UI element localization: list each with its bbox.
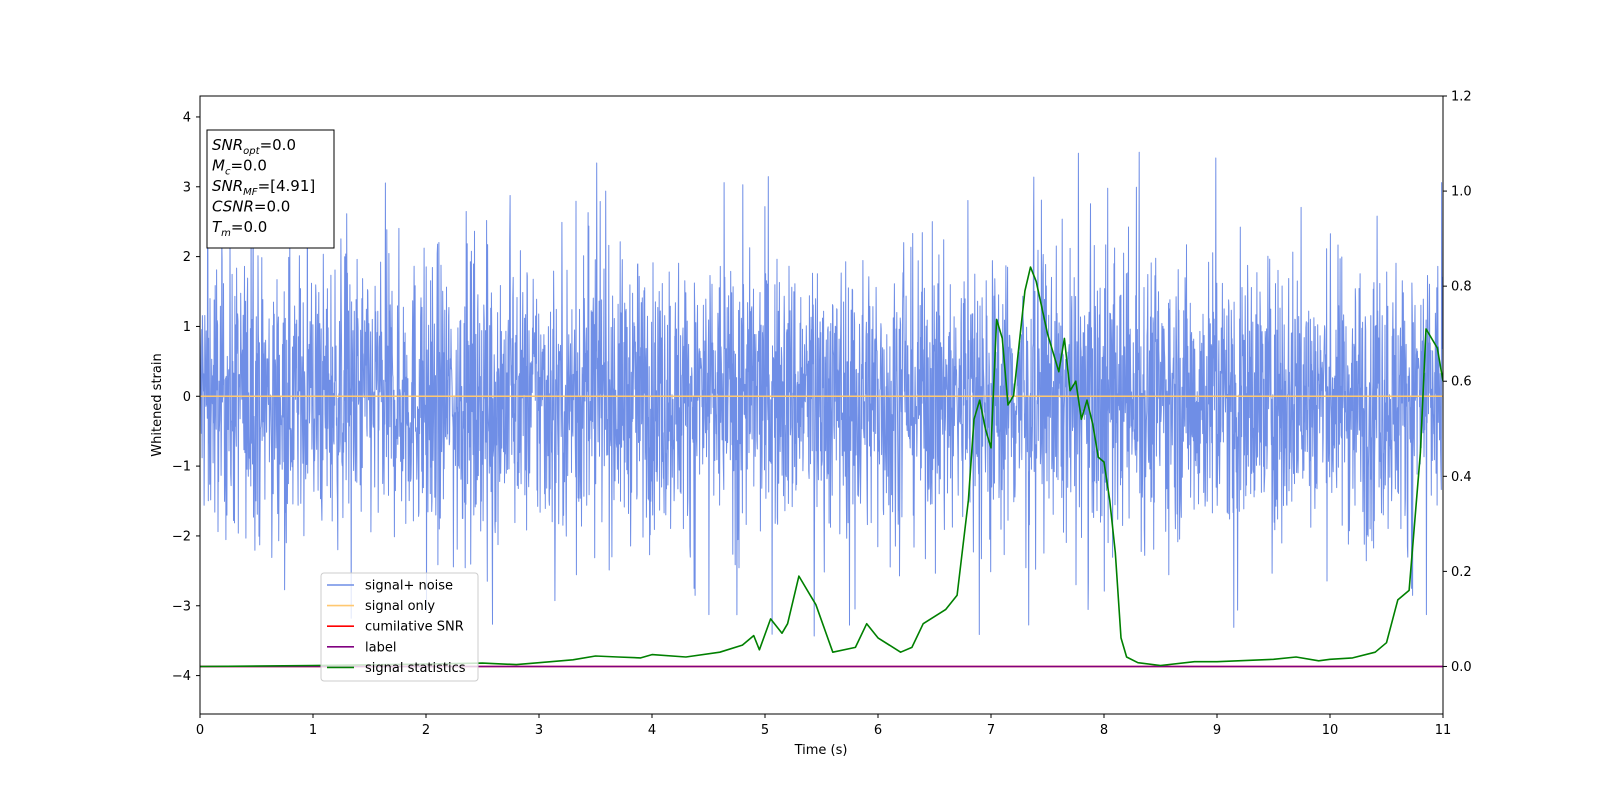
x-axis-label: Time (s) (794, 743, 848, 758)
y-axis-label: Whitened strain (150, 353, 165, 456)
y-right-tick-label: 0.8 (1451, 280, 1472, 295)
x-tick-label: 4 (648, 723, 656, 738)
info-symbol: SNR (212, 177, 243, 195)
info-line: SNRopt=0.0 (212, 136, 296, 157)
info-line: SNRMF=[4.91] (212, 177, 315, 198)
x-tick-label: 7 (987, 723, 995, 738)
y-left-tick-label: 4 (183, 110, 191, 125)
x-tick-label: 10 (1322, 723, 1339, 738)
y-right-tick-label: 0.2 (1451, 565, 1472, 580)
series-signal-noise (200, 151, 1443, 637)
y-left-tick-label: 0 (183, 390, 191, 405)
y-axis-right: 1.2 1.0 0.8 0.6 0.4 0.2 0.0 (1443, 90, 1472, 675)
info-value: =0.0 (230, 157, 266, 175)
x-tick-label: 1 (309, 723, 317, 738)
y-left-tick-label: −4 (172, 669, 191, 684)
x-tick-label: 9 (1213, 723, 1221, 738)
x-axis: 0 1 2 3 4 5 6 7 8 9 10 11 (196, 714, 1451, 738)
info-subscript: opt (243, 146, 260, 157)
y-right-tick-label: 0.0 (1451, 660, 1472, 675)
info-line: CSNR=0.0 (212, 198, 290, 216)
legend-label: cumilative SNR (365, 620, 464, 635)
legend-label: signal statistics (365, 661, 466, 676)
legend-frame (320, 572, 479, 682)
info-box: SNRopt=0.0Mc=0.0SNRMF=[4.91]CSNR=0.0Tm=0… (206, 129, 335, 249)
signal-noise-layer (200, 151, 1443, 637)
x-tick-label: 6 (874, 723, 882, 738)
y-axis-left: 4 3 2 1 0 −1 −2 −3 −4 (172, 110, 200, 684)
info-symbol: T (212, 218, 223, 236)
series-signal-statistics (200, 266, 1443, 668)
legend-label: signal only (365, 599, 435, 614)
x-tick-label: 8 (1100, 723, 1108, 738)
y-right-tick-label: 1.2 (1451, 90, 1472, 105)
y-right-tick-label: 0.4 (1451, 470, 1472, 485)
y-left-tick-label: −3 (172, 599, 191, 614)
y-right-tick-label: 1.0 (1451, 185, 1472, 200)
info-value: =0.0 (254, 198, 290, 216)
legend: signal+ noise signal only cumilative SNR la… (320, 572, 479, 682)
y-left-tick-label: 3 (183, 180, 191, 195)
x-tick-label: 3 (535, 723, 543, 738)
info-value: =0.0 (231, 218, 267, 236)
y-left-tick-label: −2 (172, 529, 191, 544)
legend-label: label (365, 640, 396, 655)
x-tick-label: 5 (761, 723, 769, 738)
x-tick-label: 0 (196, 723, 204, 738)
info-symbol: CSNR (212, 198, 254, 216)
x-tick-label: 2 (422, 723, 430, 738)
x-tick-label: 11 (1435, 723, 1452, 738)
info-line: Mc=0.0 (212, 157, 267, 178)
y-left-tick-label: 1 (183, 320, 191, 335)
legend-label: signal+ noise (365, 579, 453, 594)
y-right-tick-label: 0.6 (1451, 375, 1472, 390)
info-subscript: MF (243, 187, 258, 198)
info-value: =[4.91] (258, 177, 316, 195)
info-symbol: M (212, 157, 225, 175)
plot-frame (199, 95, 1444, 715)
info-subscript: c (225, 167, 231, 178)
info-line: Tm=0.0 (212, 218, 267, 239)
info-symbol: SNR (212, 136, 243, 154)
y-left-tick-label: 2 (183, 250, 191, 265)
info-box-frame (206, 129, 335, 249)
info-subscript: m (221, 228, 231, 239)
y-left-tick-label: −1 (172, 460, 191, 475)
info-value: =0.0 (260, 136, 296, 154)
